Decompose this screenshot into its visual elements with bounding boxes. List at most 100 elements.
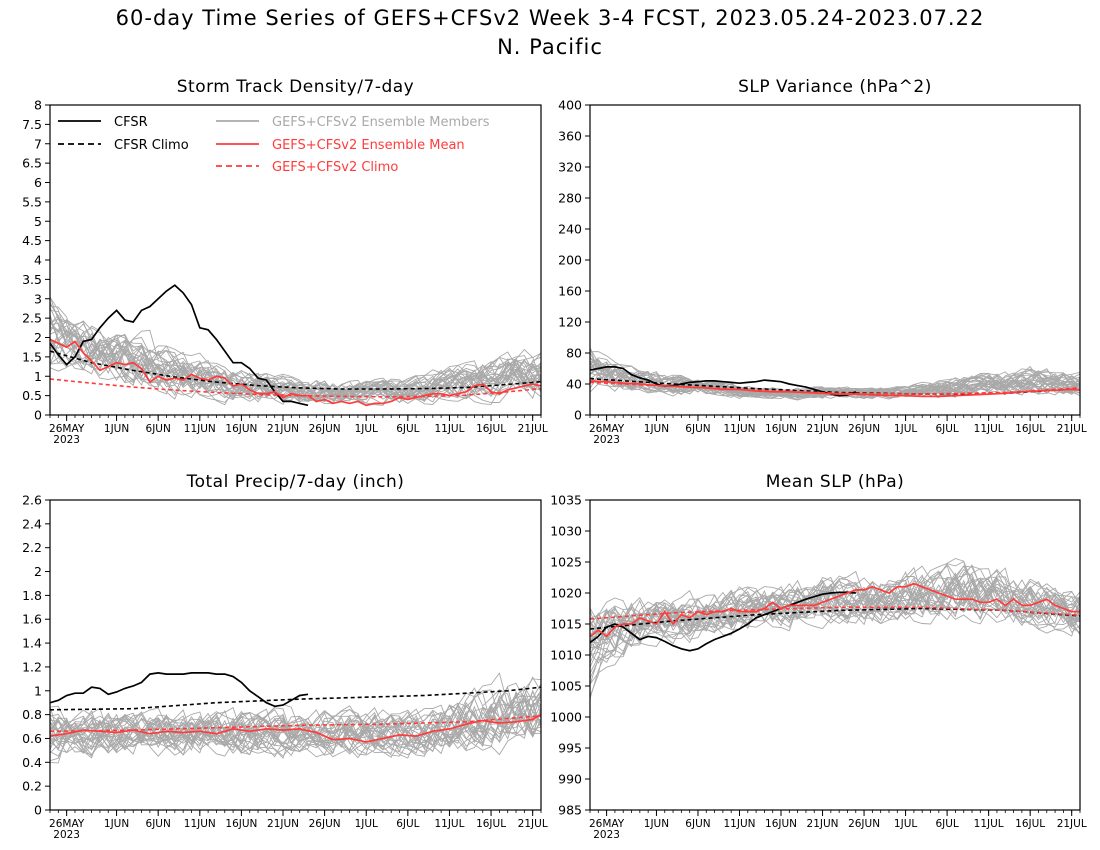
x-tick-label: 6JUL xyxy=(935,423,958,435)
x-tick-label: 21JUL xyxy=(518,423,548,435)
y-tick-label: 6 xyxy=(34,175,42,190)
series-gefs-cfsv2-ensemble-mean-line xyxy=(590,582,1080,638)
y-tick-label: 1.6 xyxy=(22,612,42,627)
x-tick-label: 26MAY xyxy=(589,423,625,435)
y-tick-label: 2 xyxy=(34,330,42,345)
y-tick-label: 0 xyxy=(574,408,582,423)
x-tick-label: 21JUN xyxy=(807,423,839,435)
x-tick-label: 21JUN xyxy=(267,818,299,830)
series-cfsr-line xyxy=(50,672,309,708)
ensemble-member-line xyxy=(50,693,541,759)
y-tick-label: 2.5 xyxy=(22,311,42,326)
y-tick-label: 0.4 xyxy=(22,755,42,770)
chart-panel-2: SLP Variance (hPa^2) 0 40 80 120 160 200 240 280… xyxy=(558,77,1087,446)
y-tick-label: 2.4 xyxy=(22,516,42,531)
y-tick-label: 995 xyxy=(558,741,582,756)
y-tick-label: 3.5 xyxy=(22,272,42,287)
y-tick-label: 40 xyxy=(566,377,582,392)
x-tick-label: 21JUN xyxy=(267,423,299,435)
chart-panel-1: Storm Track Density/7-day 0 0.5 1 1.5 2 2.5 3 3.… xyxy=(22,77,548,446)
legend-item-cfsr-climo: CFSR Climo xyxy=(58,138,189,153)
plot-area xyxy=(590,347,1080,401)
x-tick-label: 16JUN xyxy=(225,423,257,435)
y-tick-label: 1030 xyxy=(550,524,582,539)
plot-frame xyxy=(589,104,1081,416)
y-tick-label: 360 xyxy=(558,129,582,144)
x-tick-label: 21JUL xyxy=(518,818,548,830)
plot-frame xyxy=(589,499,1081,811)
panel-title: Storm Track Density/7-day xyxy=(177,77,414,97)
y-tick-label: 5.5 xyxy=(22,194,42,209)
panel-title: SLP Variance (hPa^2) xyxy=(738,77,932,97)
y-tick-label: 2 xyxy=(34,564,42,579)
y-tick-label: 4.5 xyxy=(22,233,42,248)
x-tick-label: 16JUL xyxy=(476,423,506,435)
x-tick-year-label: 2023 xyxy=(53,434,80,446)
ensemble-member-line xyxy=(590,570,1080,646)
legend-item-gefs-cfsv2-ensemble-members: GEFS+CFSv2 Ensemble Members xyxy=(216,115,490,130)
chart-panel-4: Mean SLP (hPa) 985 990 995 1000 1005 1010 1015 1… xyxy=(550,472,1087,841)
y-tick-label: 0 xyxy=(34,803,42,818)
series-gefs-cfsv2-climo-line xyxy=(50,378,541,398)
ensemble-member-line xyxy=(50,697,541,757)
series-gefs-cfsv2-climo-line xyxy=(590,606,1080,620)
series-cfsr-line xyxy=(590,366,857,397)
x-tick-label: 11JUL xyxy=(974,423,1004,435)
ensemble-member-line xyxy=(590,572,1080,664)
y-tick-label: 8 xyxy=(34,98,42,113)
x-tick-label: 26JUN xyxy=(309,423,341,435)
x-tick-label: 1JUN xyxy=(104,818,129,830)
y-tick-label: 160 xyxy=(558,284,582,299)
ensemble-member-line xyxy=(50,701,541,756)
series-cfsr-line xyxy=(50,284,309,407)
x-tick-label: 26JUN xyxy=(309,818,341,830)
y-tick-label: 1000 xyxy=(550,710,582,725)
y-tick-label: 1005 xyxy=(550,679,582,694)
legend-label: GEFS+CFSv2 Ensemble Mean xyxy=(272,138,465,153)
plot-area xyxy=(590,558,1080,699)
x-tick-label: 6JUL xyxy=(396,818,419,830)
ensemble-member-line xyxy=(50,676,541,752)
ensemble-member-line xyxy=(590,568,1080,697)
x-tick-label: 16JUN xyxy=(765,818,797,830)
ensemble-member-line xyxy=(590,357,1080,399)
y-tick-label: 200 xyxy=(558,253,582,268)
x-tick-label: 1JUL xyxy=(355,423,378,435)
y-tick-label: 2.6 xyxy=(22,493,42,508)
series-cfsr-line xyxy=(590,591,856,652)
x-tick-label: 6JUN xyxy=(685,423,710,435)
x-tick-label: 1JUL xyxy=(894,423,917,435)
ensemble-member-line xyxy=(50,690,541,758)
legend-item-gefs-cfsv2-climo: GEFS+CFSv2 Climo xyxy=(216,160,398,175)
x-tick-label: 6JUL xyxy=(396,423,419,435)
plot-area xyxy=(50,672,541,764)
ensemble-member-line xyxy=(50,321,541,405)
x-tick-label: 26MAY xyxy=(589,818,625,830)
y-tick-label: 1035 xyxy=(550,493,582,508)
legend-item-cfsr: CFSR xyxy=(58,115,148,130)
series-gefs-cfsv2-ensemble-mean-line xyxy=(50,338,541,407)
x-tick-label: 6JUN xyxy=(146,423,171,435)
y-tick-label: 1.5 xyxy=(22,349,42,364)
y-tick-label: 2.2 xyxy=(22,540,42,555)
x-tick-label: 16JUL xyxy=(1015,423,1045,435)
y-tick-label: 1.4 xyxy=(22,636,42,651)
y-tick-label: 7 xyxy=(34,136,42,151)
panel-title: Mean SLP (hPa) xyxy=(766,472,905,492)
x-tick-label: 11JUN xyxy=(723,423,755,435)
panel-title: Total Precip/7-day (inch) xyxy=(186,472,405,492)
x-tick-label: 1JUN xyxy=(644,423,669,435)
ensemble-member-line xyxy=(590,359,1080,397)
y-tick-label: 990 xyxy=(558,772,582,787)
legend: CFSR CFSR Climo GEFS+CFSv2 Ensemble Member… xyxy=(58,115,490,175)
y-tick-label: 1010 xyxy=(550,648,582,663)
y-tick-label: 280 xyxy=(558,191,582,206)
y-tick-label: 985 xyxy=(558,803,582,818)
y-tick-label: 1.2 xyxy=(22,659,42,674)
x-tick-label: 1JUN xyxy=(104,423,129,435)
ensemble-member-line xyxy=(590,364,1080,398)
x-tick-label: 21JUL xyxy=(1057,818,1087,830)
y-tick-label: 0.8 xyxy=(22,707,42,722)
x-tick-label: 11JUL xyxy=(434,818,464,830)
legend-item-gefs-cfsv2-ensemble-mean: GEFS+CFSv2 Ensemble Mean xyxy=(216,138,465,153)
